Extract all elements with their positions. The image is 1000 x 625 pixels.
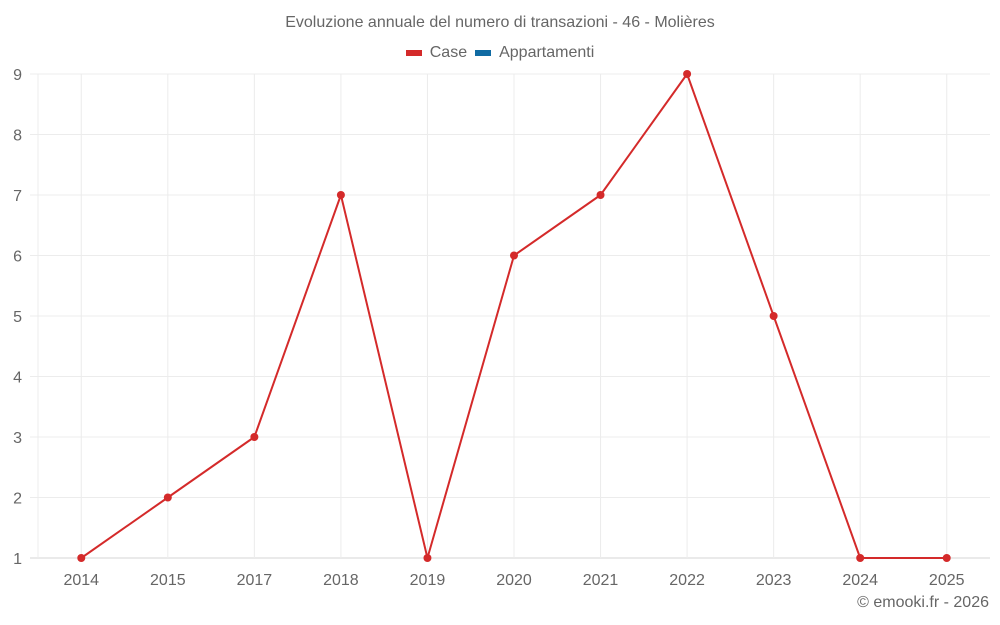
data-point[interactable]	[336, 191, 345, 199]
x-tick-label: 2014	[63, 572, 99, 589]
x-tick-label: 2025	[929, 572, 965, 589]
x-tick-label: 2019	[410, 572, 446, 589]
x-tick-label: 2015	[150, 572, 186, 589]
y-tick-label: 2	[13, 491, 22, 508]
legend-item-appartamenti[interactable]: Appartamenti	[475, 44, 594, 62]
data-point[interactable]	[77, 554, 86, 562]
data-point[interactable]	[596, 191, 605, 199]
y-tick-label: 3	[13, 430, 22, 447]
legend-swatch-case-icon	[405, 50, 422, 56]
data-point[interactable]	[250, 433, 259, 441]
data-point[interactable]	[856, 554, 865, 562]
x-tick-label: 2020	[496, 572, 532, 589]
data-point[interactable]	[769, 312, 778, 320]
chart-legend: Case Appartamenti	[0, 44, 1000, 62]
y-tick-label: 9	[13, 67, 22, 84]
x-tick-label: 2021	[583, 572, 619, 589]
credit-text: © emooki.fr - 2026	[857, 594, 989, 611]
data-point[interactable]	[423, 554, 432, 562]
x-tick-label: 2017	[237, 572, 273, 589]
y-tick-label: 1	[13, 551, 22, 568]
y-tick-label: 4	[13, 370, 22, 387]
y-tick-label: 6	[13, 249, 22, 266]
data-point[interactable]	[683, 70, 692, 78]
y-tick-label: 5	[13, 309, 22, 326]
chart-title: Evoluzione annuale del numero di transaz…	[285, 14, 715, 31]
legend-item-case[interactable]: Case	[405, 44, 468, 62]
legend-swatch-appartamenti-icon	[475, 50, 492, 56]
data-point[interactable]	[510, 251, 518, 260]
legend-label-case: Case	[429, 44, 468, 61]
y-tick-label: 7	[13, 188, 22, 205]
x-tick-label: 2022	[669, 572, 705, 589]
data-point[interactable]	[942, 554, 951, 562]
y-tick-label: 8	[13, 128, 22, 145]
x-tick-label: 2024	[842, 572, 878, 589]
legend-label-appartamenti: Appartamenti	[499, 44, 595, 61]
x-tick-label: 2023	[756, 572, 792, 589]
x-tick-label: 2018	[323, 572, 359, 589]
data-point[interactable]	[163, 493, 172, 502]
